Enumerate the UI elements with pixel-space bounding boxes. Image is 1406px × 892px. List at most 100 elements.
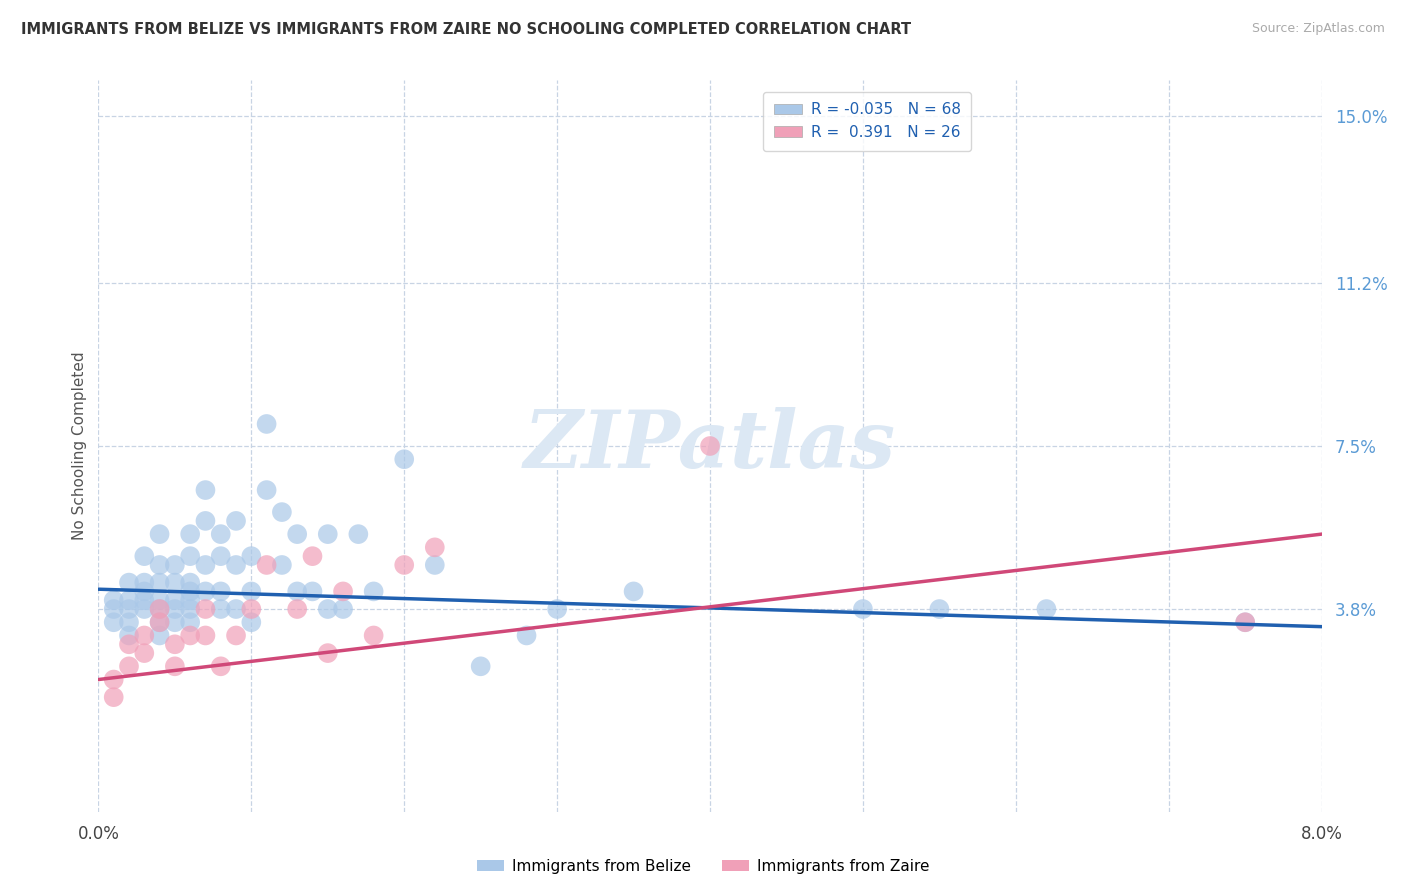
- Point: [179, 575, 201, 590]
- Point: [149, 527, 172, 541]
- Point: [149, 575, 172, 590]
- Point: [699, 439, 721, 453]
- Point: [163, 637, 186, 651]
- Point: [347, 527, 370, 541]
- Point: [134, 584, 156, 599]
- Point: [103, 690, 125, 705]
- Text: ZIPatlas: ZIPatlas: [524, 408, 896, 484]
- Point: [179, 527, 201, 541]
- Point: [149, 615, 172, 630]
- Point: [103, 593, 125, 607]
- Y-axis label: No Schooling Completed: No Schooling Completed: [72, 351, 87, 541]
- Point: [301, 584, 323, 599]
- Legend: R = -0.035   N = 68, R =  0.391   N = 26: R = -0.035 N = 68, R = 0.391 N = 26: [763, 92, 972, 151]
- Point: [179, 615, 201, 630]
- Point: [194, 483, 217, 497]
- Point: [194, 584, 217, 599]
- Point: [194, 602, 217, 616]
- Point: [1035, 602, 1057, 616]
- Point: [363, 628, 385, 642]
- Point: [240, 549, 263, 563]
- Point: [179, 628, 201, 642]
- Point: [134, 593, 156, 607]
- Point: [316, 527, 339, 541]
- Point: [270, 558, 294, 572]
- Point: [149, 628, 172, 642]
- Point: [209, 527, 232, 541]
- Point: [149, 558, 172, 572]
- Point: [1234, 615, 1257, 630]
- Point: [149, 615, 172, 630]
- Point: [316, 602, 339, 616]
- Point: [163, 659, 186, 673]
- Point: [225, 628, 247, 642]
- Point: [103, 602, 125, 616]
- Point: [134, 549, 156, 563]
- Text: Source: ZipAtlas.com: Source: ZipAtlas.com: [1251, 22, 1385, 36]
- Point: [118, 593, 141, 607]
- Point: [392, 558, 416, 572]
- Point: [240, 602, 263, 616]
- Point: [163, 575, 186, 590]
- Point: [103, 673, 125, 687]
- Point: [118, 615, 141, 630]
- Point: [623, 584, 645, 599]
- Point: [118, 637, 141, 651]
- Point: [149, 602, 172, 616]
- Point: [316, 646, 339, 660]
- Point: [301, 549, 323, 563]
- Point: [256, 483, 278, 497]
- Point: [392, 452, 416, 467]
- Point: [134, 602, 156, 616]
- Point: [194, 514, 217, 528]
- Point: [516, 628, 538, 642]
- Point: [363, 584, 385, 599]
- Point: [103, 615, 125, 630]
- Point: [134, 575, 156, 590]
- Point: [270, 505, 294, 519]
- Point: [852, 602, 875, 616]
- Point: [225, 558, 247, 572]
- Point: [163, 593, 186, 607]
- Point: [134, 646, 156, 660]
- Point: [256, 417, 278, 431]
- Point: [546, 602, 568, 616]
- Point: [470, 659, 492, 673]
- Text: IMMIGRANTS FROM BELIZE VS IMMIGRANTS FROM ZAIRE NO SCHOOLING COMPLETED CORRELATI: IMMIGRANTS FROM BELIZE VS IMMIGRANTS FRO…: [21, 22, 911, 37]
- Point: [423, 541, 446, 555]
- Point: [149, 602, 172, 616]
- Point: [118, 659, 141, 673]
- Point: [149, 593, 172, 607]
- Point: [194, 628, 217, 642]
- Point: [118, 575, 141, 590]
- Point: [256, 558, 278, 572]
- Point: [118, 628, 141, 642]
- Point: [240, 584, 263, 599]
- Point: [179, 549, 201, 563]
- Point: [209, 602, 232, 616]
- Point: [179, 602, 201, 616]
- Point: [179, 593, 201, 607]
- Point: [194, 558, 217, 572]
- Point: [163, 558, 186, 572]
- Point: [209, 659, 232, 673]
- Point: [332, 602, 354, 616]
- Point: [240, 615, 263, 630]
- Point: [163, 602, 186, 616]
- Point: [179, 584, 201, 599]
- Point: [225, 514, 247, 528]
- Point: [285, 527, 308, 541]
- Point: [209, 584, 232, 599]
- Legend: Immigrants from Belize, Immigrants from Zaire: Immigrants from Belize, Immigrants from …: [471, 853, 935, 880]
- Point: [134, 628, 156, 642]
- Point: [285, 584, 308, 599]
- Point: [285, 602, 308, 616]
- Point: [163, 615, 186, 630]
- Point: [928, 602, 950, 616]
- Point: [209, 549, 232, 563]
- Point: [332, 584, 354, 599]
- Point: [423, 558, 446, 572]
- Point: [1234, 615, 1257, 630]
- Point: [118, 602, 141, 616]
- Point: [225, 602, 247, 616]
